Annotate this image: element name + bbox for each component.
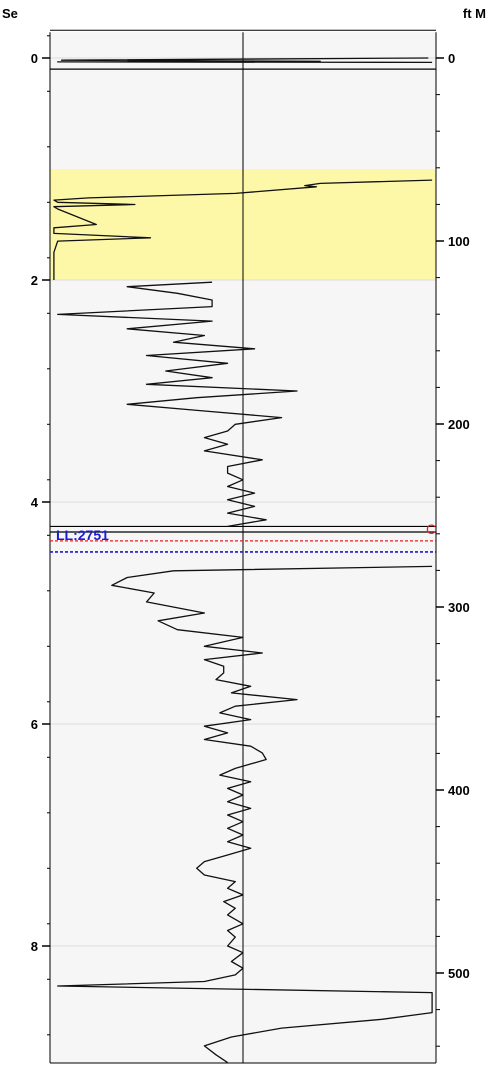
series-line-2	[53, 179, 433, 280]
right-tick-label: 300	[448, 600, 470, 615]
series-line-1	[57, 57, 433, 64]
axes-layer: Se 0 2 4 6 8 ft M 0 100 200 300 400 500	[2, 6, 486, 1047]
right-tick-label: 0	[448, 51, 455, 66]
left-axis-unit: Se	[2, 6, 18, 21]
right-axis-unit: ft M	[463, 6, 486, 21]
right-tick-label: 200	[448, 417, 470, 432]
marker-layer: LL:2751 C	[50, 521, 436, 553]
left-tick-label: 8	[31, 939, 38, 954]
c-marker: C	[426, 521, 436, 537]
left-tick-label: 0	[31, 51, 38, 66]
series-line-3	[57, 281, 298, 528]
series-line-4	[57, 565, 433, 1064]
left-tick-label: 2	[31, 273, 38, 288]
right-tick-label: 500	[448, 966, 470, 981]
right-tick-label: 100	[448, 234, 470, 249]
left-tick-label: 6	[31, 717, 38, 732]
left-tick-label: 4	[31, 495, 39, 510]
right-tick-label: 400	[448, 783, 470, 798]
ll-label: LL:2751	[56, 527, 109, 543]
series-layer	[53, 57, 433, 1064]
